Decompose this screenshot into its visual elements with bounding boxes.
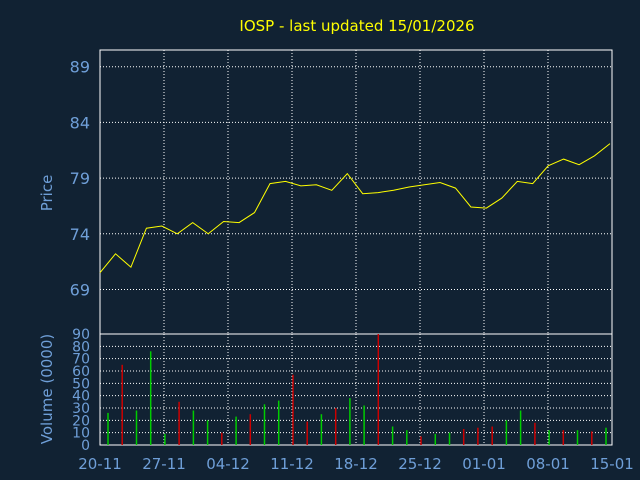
volume-tick-label: 60 xyxy=(72,364,90,380)
volume-tick-label: 40 xyxy=(72,389,90,405)
x-ticks: 20-11 27-11 04-12 11-12 18-12 25-12 01-01 08-01… xyxy=(78,455,634,473)
x-tick-label: 04-12 xyxy=(206,455,250,473)
volume-tick-label: 10 xyxy=(72,426,90,442)
volume-tick-label: 0 xyxy=(81,438,90,454)
x-tick-label: 20-11 xyxy=(78,455,122,473)
volume-grid xyxy=(99,333,613,446)
x-tick-label: 08-01 xyxy=(526,455,570,473)
price-tick-label: 69 xyxy=(70,280,90,299)
x-tick-label: 15-01 xyxy=(590,455,634,473)
x-tick-label: 11-12 xyxy=(270,455,314,473)
volume-bars xyxy=(107,334,607,445)
price-grid xyxy=(99,49,613,335)
volume-tick-label: 20 xyxy=(72,413,90,429)
x-tick-label: 01-01 xyxy=(462,455,506,473)
volume-tick-label: 30 xyxy=(72,401,90,417)
price-tick-label: 79 xyxy=(70,169,90,188)
price-tick-label: 84 xyxy=(70,113,90,132)
volume-axis-label: Volume (0000) xyxy=(38,334,56,444)
price-tick-label: 89 xyxy=(70,58,90,77)
volume-tick-label: 90 xyxy=(72,327,90,343)
volume-tick-label: 70 xyxy=(72,352,90,368)
price-ticks: 69 74 79 84 89 xyxy=(70,58,90,300)
x-tick-label: 18-12 xyxy=(334,455,378,473)
x-tick-label: 27-11 xyxy=(142,455,186,473)
price-axis-label: Price xyxy=(38,175,56,212)
price-line xyxy=(99,143,611,274)
volume-tick-label: 50 xyxy=(72,376,90,392)
volume-tick-label: 80 xyxy=(72,339,90,355)
x-tick-label: 25-12 xyxy=(398,455,442,473)
chart-title: IOSP - last updated 15/01/2026 xyxy=(239,17,474,35)
price-tick-label: 74 xyxy=(70,225,90,244)
